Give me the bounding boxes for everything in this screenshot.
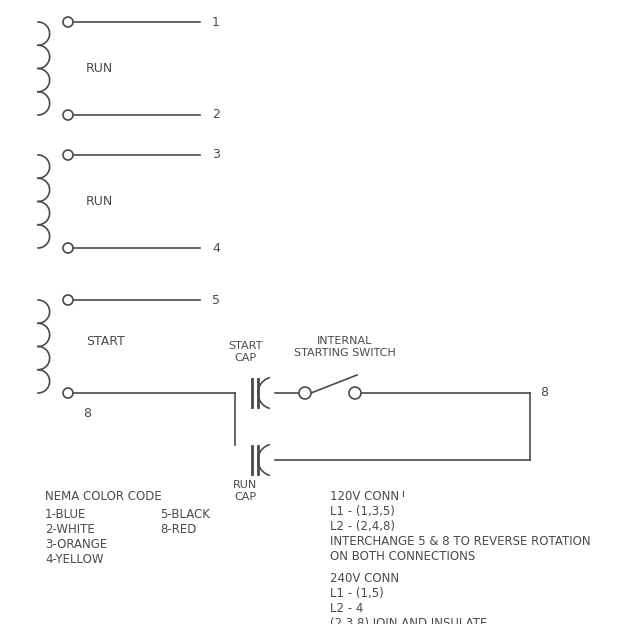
- Text: 3-ORANGE: 3-ORANGE: [45, 538, 108, 551]
- Text: L2 - (2,4,8): L2 - (2,4,8): [330, 520, 395, 533]
- Text: 4-YELLOW: 4-YELLOW: [45, 553, 104, 566]
- Text: (2,3,8) JOIN AND INSULATE: (2,3,8) JOIN AND INSULATE: [330, 617, 488, 624]
- Text: RUN
CAP: RUN CAP: [233, 480, 257, 502]
- Text: 4: 4: [212, 241, 220, 255]
- Text: INTERNAL
STARTING SWITCH: INTERNAL STARTING SWITCH: [294, 336, 396, 358]
- Circle shape: [63, 150, 73, 160]
- Text: RUN: RUN: [86, 62, 113, 75]
- Text: INTERCHANGE 5 & 8 TO REVERSE ROTATION: INTERCHANGE 5 & 8 TO REVERSE ROTATION: [330, 535, 591, 548]
- Text: 1: 1: [212, 16, 220, 29]
- Text: L2 - 4: L2 - 4: [330, 602, 364, 615]
- Text: 1-BLUE: 1-BLUE: [45, 508, 86, 521]
- Text: L1 - (1,3,5): L1 - (1,3,5): [330, 505, 395, 518]
- Circle shape: [63, 17, 73, 27]
- Text: 8: 8: [540, 386, 548, 399]
- Text: START
CAP: START CAP: [228, 341, 262, 363]
- Circle shape: [349, 387, 361, 399]
- Text: NEMA COLOR CODE: NEMA COLOR CODE: [45, 490, 162, 503]
- Text: RUN: RUN: [86, 195, 113, 208]
- Circle shape: [63, 388, 73, 398]
- Text: L1 - (1,5): L1 - (1,5): [330, 587, 384, 600]
- Text: 8: 8: [83, 407, 91, 420]
- Text: ON BOTH CONNECTIONS: ON BOTH CONNECTIONS: [330, 550, 476, 563]
- Text: 3: 3: [212, 149, 220, 162]
- Text: 5-BLACK: 5-BLACK: [160, 508, 210, 521]
- Text: 5: 5: [212, 293, 220, 306]
- Circle shape: [63, 243, 73, 253]
- Text: 8-RED: 8-RED: [160, 523, 196, 536]
- Text: 2-WHITE: 2-WHITE: [45, 523, 95, 536]
- Text: 120V CONN: 120V CONN: [330, 490, 399, 503]
- Circle shape: [299, 387, 311, 399]
- Circle shape: [63, 110, 73, 120]
- Circle shape: [63, 295, 73, 305]
- Text: START: START: [86, 335, 125, 348]
- Text: 240V CONN: 240V CONN: [330, 572, 399, 585]
- Text: 2: 2: [212, 109, 220, 122]
